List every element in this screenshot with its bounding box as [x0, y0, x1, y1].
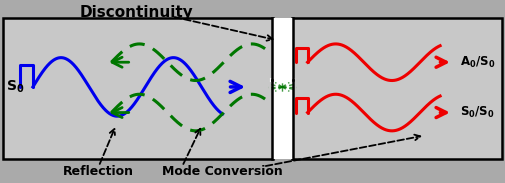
Text: $\mathbf{A_0/S_0}$: $\mathbf{A_0/S_0}$: [460, 55, 495, 70]
Text: $\mathbf{S_0}$: $\mathbf{S_0}$: [6, 79, 24, 95]
Bar: [292, 18, 501, 159]
Bar: [271, 18, 293, 159]
Text: Reflection: Reflection: [63, 165, 134, 178]
Text: Discontinuity: Discontinuity: [80, 5, 193, 20]
Bar: [3, 18, 273, 159]
Text: $\mathbf{S_0/S_0}$: $\mathbf{S_0/S_0}$: [460, 105, 494, 120]
Text: Mode Conversion: Mode Conversion: [162, 165, 282, 178]
